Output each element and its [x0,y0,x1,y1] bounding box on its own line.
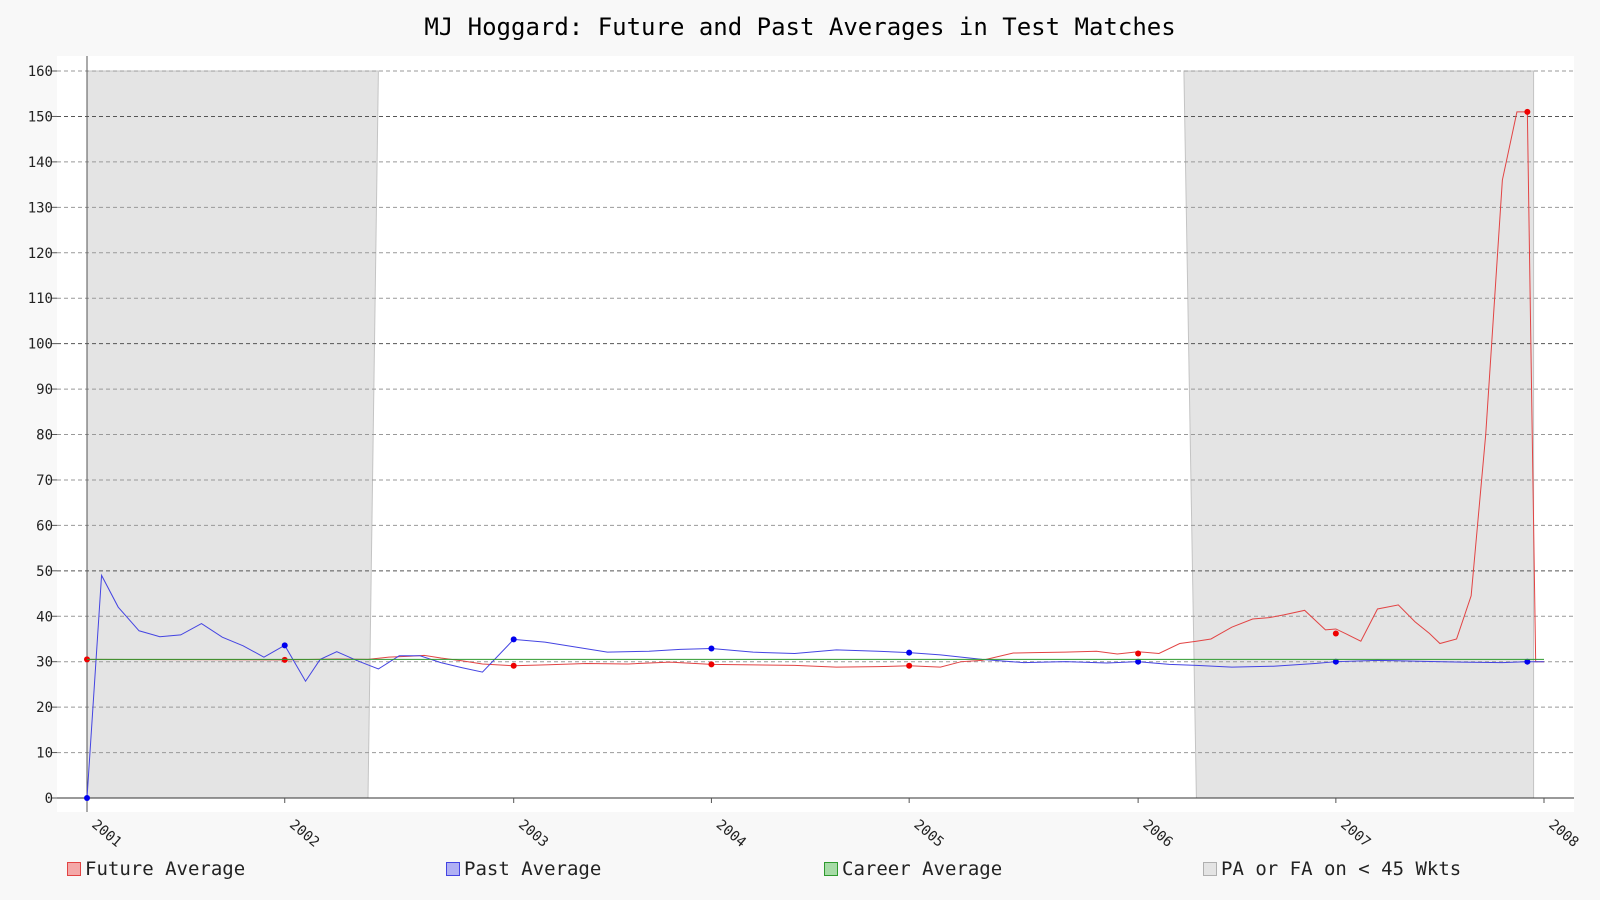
legend-swatch-past-average [446,862,460,876]
legend-item-career-average[interactable]: Career Average [824,858,1002,880]
xtick-label-2001: 2001 [88,817,124,851]
ytick-label-130: 130 [28,200,53,216]
legend: Future Average Past Average Career Avera… [0,858,1600,882]
legend-swatch-future-average [67,862,81,876]
xtick-label-2006: 2006 [1140,817,1176,851]
legend-item-future-average[interactable]: Future Average [67,858,245,880]
xtick-label-2002: 2002 [286,817,322,851]
point-past-average-6 [1332,658,1339,665]
legend-label-past-average: Past Average [464,858,602,880]
point-past-average-4 [906,649,913,656]
series-line-past-average [86,573,1544,799]
point-future-average-2 [510,662,517,669]
ytick-label-110: 110 [28,291,53,307]
ytick-label-70: 70 [36,473,53,489]
ytick-label-40: 40 [36,609,53,625]
legend-label-low-wickets: PA or FA on < 45 Wkts [1221,858,1462,880]
xtick-label-2003: 2003 [515,817,551,851]
ytick-label-30: 30 [36,655,53,671]
point-future-average-4 [906,662,913,669]
series-line-future-average [86,111,1544,668]
ytick-label-100: 100 [28,337,53,353]
series [84,108,1544,801]
ytick-label-150: 150 [28,109,53,125]
ytick-label-90: 90 [36,382,53,398]
point-future-average-5 [1135,650,1142,657]
ytick-label-160: 160 [28,64,53,80]
point-future-average-6 [1332,630,1339,637]
point-past-average-1 [281,642,288,649]
legend-item-past-average[interactable]: Past Average [446,858,601,880]
point-past-average-5 [1135,658,1142,665]
legend-label-career-average: Career Average [842,858,1003,880]
xtick-label-2005: 2005 [911,817,947,851]
ytick-label-0: 0 [45,791,53,807]
ytick-label-80: 80 [36,428,53,444]
point-future-average-3 [708,661,715,668]
ytick-label-10: 10 [36,746,53,762]
legend-label-future-average: Future Average [85,858,246,880]
ytick-label-140: 140 [28,155,53,171]
xtick-label-2004: 2004 [713,817,749,851]
point-past-average-3 [708,645,715,652]
ytick-label-60: 60 [36,518,53,534]
point-past-average-7 [1524,658,1531,665]
ytick-label-20: 20 [36,700,53,716]
legend-swatch-low-wickets [1203,862,1217,876]
point-past-average-0 [84,795,90,801]
axes [57,56,1574,812]
point-future-average-7 [1524,108,1531,115]
ytick-label-50: 50 [36,564,53,580]
legend-item-low-wickets[interactable]: PA or FA on < 45 Wkts [1203,858,1461,880]
xtick-label-2008: 2008 [1545,817,1581,851]
point-past-average-2 [510,636,517,643]
grid [52,70,1574,799]
chart-title: MJ Hoggard: Future and Past Averages in … [424,13,1175,41]
ytick-label-120: 120 [28,246,53,262]
xtick-label-2007: 2007 [1337,817,1373,851]
legend-swatch-career-average [824,862,838,876]
